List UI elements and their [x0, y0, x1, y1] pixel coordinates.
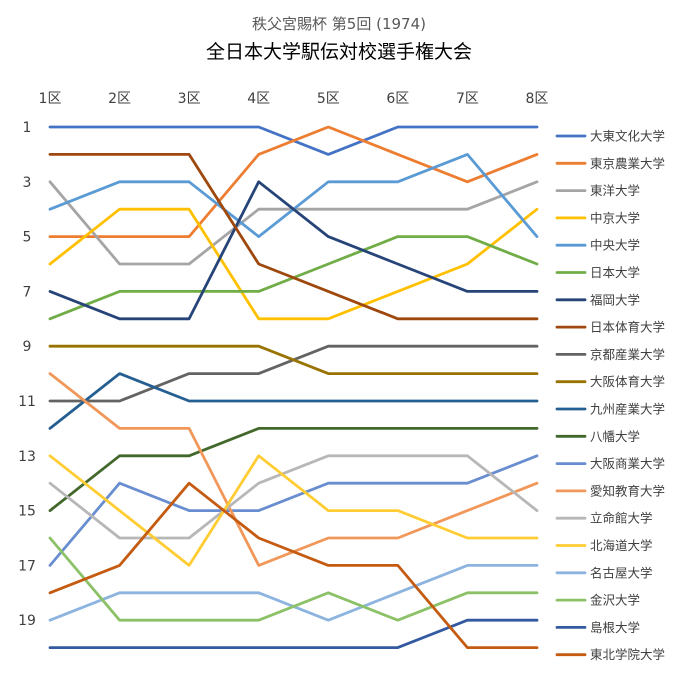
legend-label: 八幡大学	[590, 429, 640, 444]
series-line	[48, 454, 539, 567]
legend-label: 金沢大学	[590, 593, 640, 608]
x-tick-label: 4区	[247, 91, 270, 107]
legend-label: 愛知教育大学	[590, 483, 665, 498]
y-tick-label: 1	[23, 120, 32, 136]
legend-label: 九州産業大学	[590, 402, 665, 417]
legend-label: 中京大学	[590, 210, 640, 225]
legend-label: 京都産業大学	[590, 347, 665, 362]
legend-label: 日本体育大学	[590, 320, 665, 335]
x-tick-label: 3区	[178, 91, 201, 107]
x-axis-ticks: 1区 2区 3区 4区 5区 6区 7区 8区	[39, 91, 549, 107]
x-tick-label: 8区	[526, 91, 549, 107]
x-tick-label: 6区	[386, 91, 409, 107]
y-tick-label: 7	[23, 284, 32, 300]
x-tick-label: 1区	[39, 91, 62, 107]
y-tick-label: 17	[18, 558, 36, 574]
series-line	[48, 536, 539, 622]
series-line	[48, 180, 539, 321]
x-tick-label: 7区	[456, 91, 479, 107]
series-line	[48, 125, 539, 239]
y-tick-label: 11	[18, 394, 36, 410]
series-line	[48, 207, 539, 321]
legend-label: 東洋大学	[590, 183, 640, 198]
legend-label: 大阪商業大学	[590, 456, 665, 471]
series-lines	[48, 125, 539, 649]
legend-label: 大阪体育大学	[590, 374, 665, 389]
series-line	[48, 454, 539, 540]
y-tick-label: 9	[23, 339, 32, 355]
legend-label: 立命館大学	[590, 511, 653, 526]
y-tick-label: 13	[18, 449, 36, 465]
series-line	[48, 372, 539, 430]
legend-label: 中央大学	[590, 238, 640, 253]
legend-label: 島根大学	[590, 620, 640, 635]
series-line	[48, 618, 539, 649]
y-tick-label: 15	[18, 504, 36, 520]
y-tick-label: 5	[23, 230, 32, 246]
legend-label: 北海道大学	[590, 538, 653, 553]
legend-label: 東京農業大学	[590, 156, 665, 171]
series-line	[48, 426, 539, 513]
legend-label: 名古屋大学	[590, 565, 653, 580]
y-tick-label: 3	[23, 175, 32, 191]
series-line	[48, 481, 539, 649]
series-line	[48, 344, 539, 376]
x-tick-label: 5区	[317, 91, 340, 107]
chart-subtitle: 全日本大学駅伝対校選手権大会	[206, 41, 472, 63]
series-line	[48, 152, 539, 321]
legend: 大東文化大学東京農業大学東洋大学中京大学中央大学日本大学福岡大学日本体育大学京都…	[555, 129, 665, 662]
legend-label: 福岡大学	[590, 292, 640, 307]
series-line	[48, 454, 539, 567]
legend-label: 大東文化大学	[590, 129, 665, 144]
chart-title: 秩父宮賜杯 第5回 (1974)	[252, 15, 426, 33]
y-tick-label: 19	[18, 613, 36, 629]
legend-label: 東北学院大学	[590, 647, 665, 662]
legend-label: 日本大学	[590, 265, 640, 280]
x-tick-label: 2区	[108, 91, 131, 107]
